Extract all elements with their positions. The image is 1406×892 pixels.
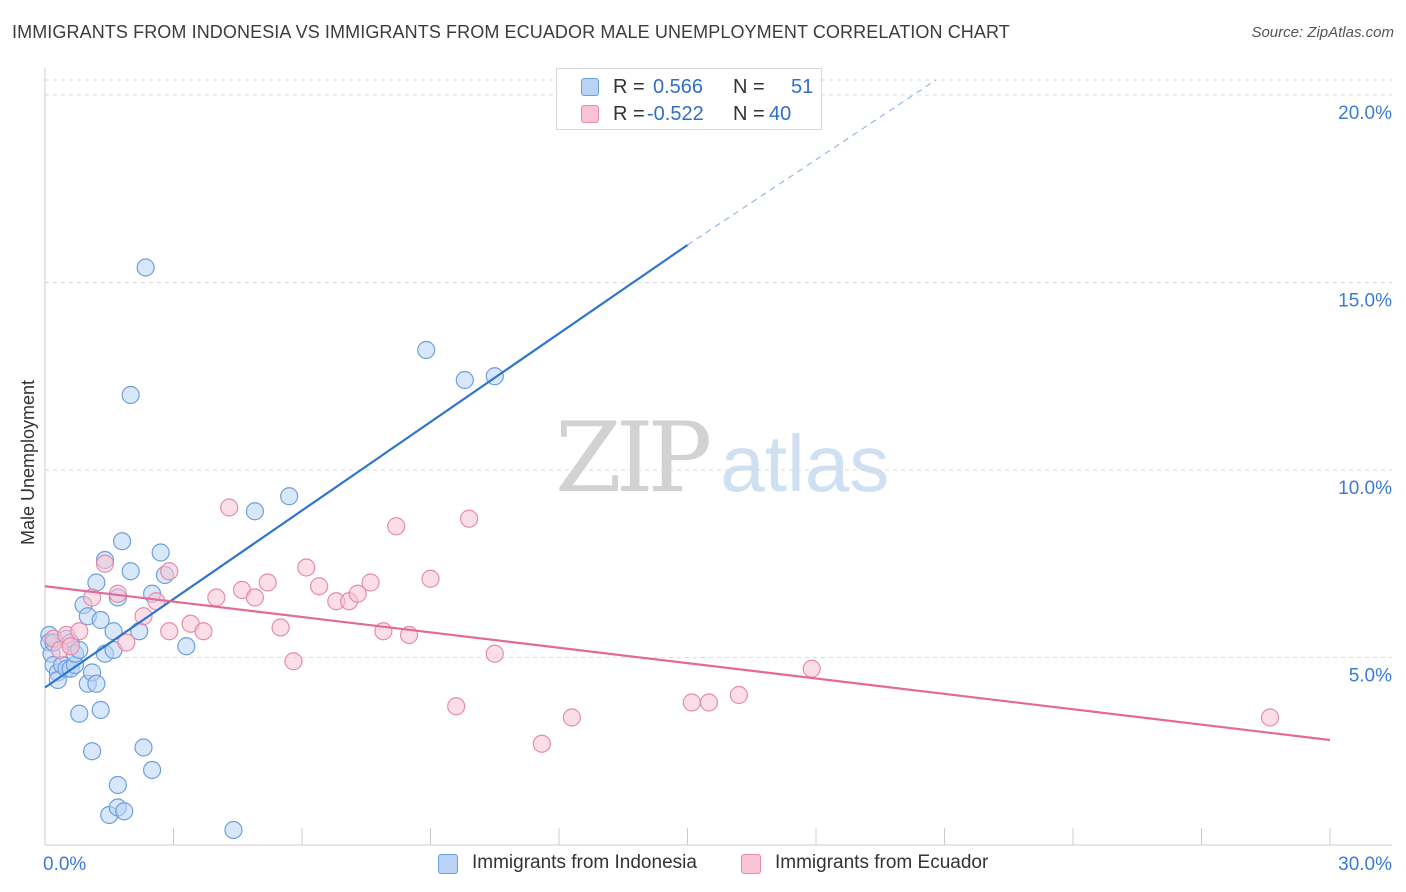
legend-n-value: 40 <box>769 103 792 125</box>
y-tick-label: 10.0% <box>1338 478 1392 499</box>
y-tick-label: 5.0% <box>1349 666 1392 687</box>
legend-label-ecuador: Immigrants from Ecuador <box>775 852 989 873</box>
indonesia-point <box>417 340 436 360</box>
indonesia-trend-line <box>44 244 689 689</box>
indonesia-point <box>108 775 127 795</box>
ecuador-point <box>258 573 277 592</box>
ecuador-point <box>459 509 479 528</box>
x-tick-label: 0.0% <box>43 854 86 875</box>
ecuador-point <box>562 708 581 727</box>
ecuador-point <box>310 577 329 596</box>
indonesia-point <box>224 820 243 840</box>
indonesia-point <box>280 487 299 506</box>
x-tick-label: 30.0% <box>1338 854 1392 875</box>
legend-r-value: 0.566 <box>653 76 704 98</box>
ecuador-point <box>387 517 406 536</box>
indonesia-point <box>121 562 140 581</box>
ecuador-point <box>699 693 719 712</box>
indonesia-point <box>91 610 110 630</box>
ecuador-point <box>95 554 115 573</box>
indonesia-swatch <box>581 78 599 96</box>
legend-n-value: 51 <box>791 76 814 98</box>
ecuador-point <box>160 622 179 641</box>
indonesia-point <box>136 258 155 277</box>
source-label: Source: ZipAtlas.com <box>1251 24 1394 41</box>
indonesia-point <box>91 700 110 720</box>
indonesia-point <box>455 370 474 390</box>
ecuador-point <box>447 697 466 716</box>
indonesia-point <box>134 738 153 757</box>
ecuador-point <box>802 659 821 678</box>
ecuador-point <box>421 569 440 588</box>
ecuador-point <box>361 573 380 592</box>
ecuador-point <box>70 622 89 641</box>
ecuador-point <box>117 633 136 652</box>
ecuador-point <box>532 734 551 753</box>
indonesia-point <box>142 760 162 780</box>
legend-r-label: R = <box>613 76 645 98</box>
ecuador-point <box>485 644 504 663</box>
indonesia-legend-swatch <box>438 854 458 874</box>
indonesia-point <box>177 637 196 656</box>
watermark-logo: ZIP atlas <box>555 402 889 514</box>
legend-r-label: R = <box>613 103 645 125</box>
ecuador-point <box>61 637 80 656</box>
indonesia-point <box>115 802 134 821</box>
legend-n-label: N = <box>733 103 765 125</box>
ecuador-point <box>207 588 226 607</box>
ecuador-point <box>160 562 179 581</box>
indonesia-trend-extension <box>687 79 937 246</box>
ecuador-point <box>134 607 153 626</box>
ecuador-point <box>194 622 213 641</box>
ecuador-point <box>245 588 264 607</box>
watermark-atlas: atlas <box>720 419 890 508</box>
ecuador-point <box>271 618 290 637</box>
legend-n-label: N = <box>733 76 765 98</box>
ecuador-legend-swatch <box>741 854 761 874</box>
ecuador-point <box>729 685 749 705</box>
chart-title: IMMIGRANTS FROM INDONESIA VS IMMIGRANTS … <box>12 22 1010 42</box>
indonesia-point <box>87 573 106 592</box>
indonesia-point <box>112 532 132 551</box>
ecuador-point <box>1260 708 1280 727</box>
indonesia-point <box>83 742 102 761</box>
indonesia-point <box>87 674 106 693</box>
ecuador-point <box>297 558 316 577</box>
ecuador-point <box>284 652 303 671</box>
y-tick-label: 20.0% <box>1338 103 1392 124</box>
ecuador-point <box>348 584 367 603</box>
ecuador-trend-line <box>44 585 1331 742</box>
legend-r-value: -0.522 <box>647 103 704 125</box>
y-tick-label: 15.0% <box>1338 291 1392 312</box>
legend-label-indonesia: Immigrants from Indonesia <box>472 852 697 873</box>
y-axis-label: Male Unemployment <box>18 380 38 545</box>
correlation-legend: R = 0.566 N = 51 R = -0.522 N = 40 <box>556 68 822 130</box>
ecuador-point <box>682 693 701 712</box>
indonesia-point <box>245 502 264 521</box>
ecuador-swatch <box>581 105 599 123</box>
indonesia-point <box>151 543 170 562</box>
indonesia-point <box>70 704 89 723</box>
indonesia-point <box>121 385 140 405</box>
ecuador-point <box>220 498 239 517</box>
watermark-zip: ZIP <box>555 402 712 514</box>
